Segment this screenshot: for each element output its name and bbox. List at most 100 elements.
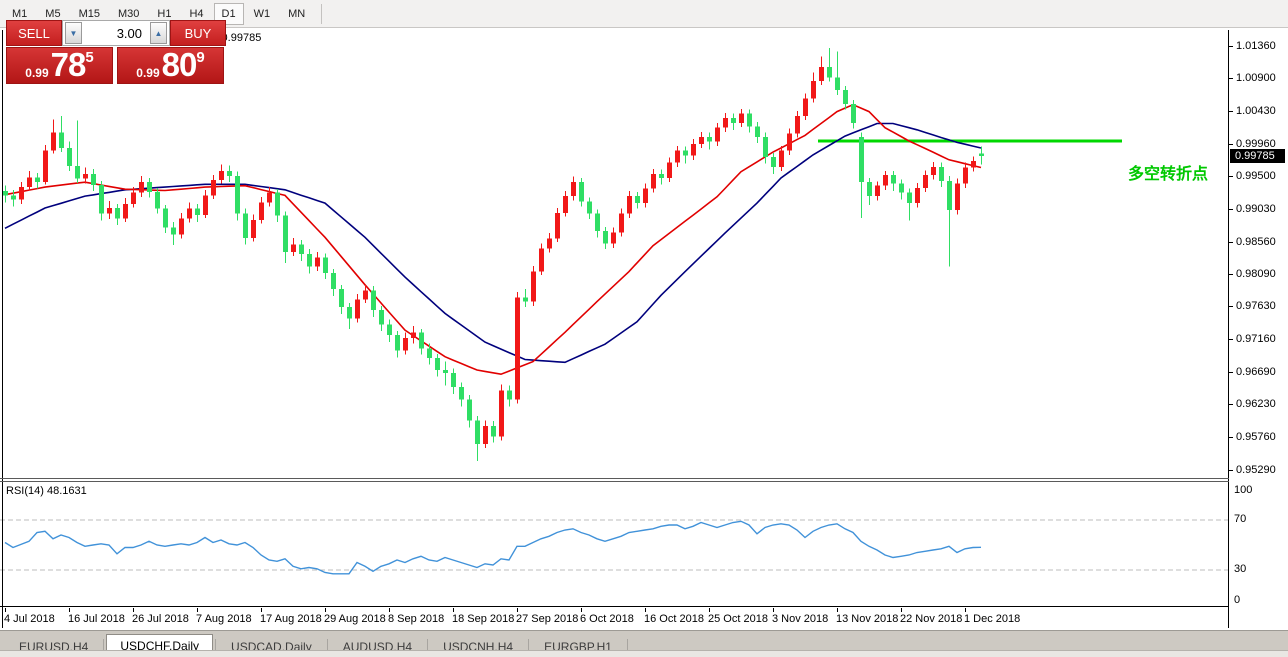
price-tick-label: 0.99030 [1236, 203, 1276, 215]
candle-bear [91, 173, 96, 185]
timeframe-m30[interactable]: M30 [117, 7, 140, 20]
rsi-axis-label: 0 [1234, 594, 1241, 606]
candle-bear [11, 195, 16, 200]
candle-bear [115, 208, 120, 219]
buy-quote[interactable]: 0.99 80 9 [117, 47, 224, 84]
date-axis[interactable]: 4 Jul 2018 16 Jul 2018 26 Jul 2018 7 Aug 20… [0, 608, 1229, 630]
rsi-canvas[interactable] [0, 482, 1229, 607]
support-hline[interactable] [818, 139, 1122, 143]
candle-bear [275, 192, 280, 216]
candle-bull [515, 297, 520, 400]
candle-bear [579, 182, 584, 202]
date-tick [645, 608, 646, 612]
candle-bull [715, 127, 720, 142]
price-tick [1229, 274, 1233, 275]
price-tick [1229, 144, 1233, 145]
price-tick-label: 0.98090 [1236, 268, 1276, 280]
one-click-trade-panel: SELL ▼ 3.00 ▲ BUY 0.99 78 5 0.99 80 9 [6, 20, 226, 84]
candle-bear [427, 348, 432, 359]
candle-bear [939, 166, 944, 181]
volume-decrease-icon[interactable]: ▼ [65, 22, 82, 44]
candle-bear [835, 77, 840, 90]
candle-bear [731, 117, 736, 123]
price-tick-label: 0.97160 [1236, 333, 1276, 345]
date-tick [69, 608, 70, 612]
candle-bull [963, 167, 968, 184]
date-tick-label: 4 Jul 2018 [4, 613, 55, 625]
buy-button[interactable]: BUY [170, 20, 226, 46]
candle-bull [499, 390, 504, 437]
rsi-axis-label: 100 [1234, 484, 1253, 496]
candle-bear [387, 324, 392, 336]
timeframe-d1-active[interactable]: D1 [213, 2, 244, 25]
price-axis[interactable]: 0.99785 1.01360 1.00900 1.00430 0.99960 0.99… [1229, 28, 1288, 628]
date-tick-label: 25 Oct 2018 [708, 613, 768, 625]
candle-bull [483, 425, 488, 445]
tab-separator [103, 639, 105, 653]
buy-price-big: 80 [161, 46, 198, 83]
candle-bear [867, 182, 872, 197]
volume-control: ▼ 3.00 ▲ [62, 20, 170, 46]
price-tick-label: 0.97630 [1236, 300, 1276, 312]
price-chart-area[interactable]: ▲USDCHF,Daily 0.99814 0.99893 0.99696 0.… [0, 28, 1229, 478]
timeframe-m5[interactable]: M5 [45, 7, 61, 20]
candle-bull [931, 166, 936, 176]
candle-bull [739, 113, 744, 123]
candle-bull [211, 180, 216, 196]
sell-quote[interactable]: 0.99 78 5 [6, 47, 113, 84]
price-tick [1229, 46, 1233, 47]
candle-bull [915, 187, 920, 204]
candle-bear [155, 191, 160, 209]
price-tick [1229, 111, 1233, 112]
date-tick-label: 16 Jul 2018 [68, 613, 125, 625]
date-tick [133, 608, 134, 612]
rsi-axis-label: 70 [1234, 513, 1247, 525]
candle-bear [859, 136, 864, 183]
candle-bear [827, 66, 832, 78]
candle-bull [187, 208, 192, 219]
buy-price-sup: 9 [196, 49, 205, 66]
candle-bear [947, 180, 952, 211]
candle-bull [675, 150, 680, 163]
candle-bear [763, 136, 768, 158]
candle-bull [403, 337, 408, 351]
candle-bull [531, 271, 536, 302]
timeframe-mn[interactable]: MN [288, 7, 306, 20]
candle-bull [27, 177, 32, 188]
candle-bear [99, 184, 104, 214]
timeframe-h4[interactable]: H4 [189, 7, 204, 20]
candle-bear [235, 175, 240, 214]
timeframe-w1[interactable]: W1 [253, 7, 271, 20]
candle-bull [795, 115, 800, 134]
candle-bear [331, 272, 336, 290]
candle-bear [475, 420, 480, 445]
candle-bull [43, 150, 48, 183]
candle-bull [723, 117, 728, 128]
date-tick-label: 13 Nov 2018 [836, 613, 899, 625]
price-tick-label: 0.95290 [1236, 464, 1276, 476]
candle-bear [467, 399, 472, 421]
price-tick [1229, 339, 1233, 340]
candle-bear [379, 309, 384, 325]
timeframe-m15[interactable]: M15 [78, 7, 100, 20]
candlestick-canvas[interactable] [0, 28, 1229, 478]
candle-bear [459, 386, 464, 400]
date-tick [517, 608, 518, 612]
pane-divider[interactable] [0, 478, 1229, 479]
candle-bear [659, 173, 664, 178]
candle-bear [195, 208, 200, 215]
candle-bull [131, 192, 136, 204]
date-tick-label: 22 Nov 2018 [900, 613, 963, 625]
candle-bear [75, 166, 80, 179]
candle-bear [451, 372, 456, 387]
candle-bear [507, 390, 512, 400]
timeframe-m1[interactable]: M1 [12, 7, 28, 20]
candle-bull [539, 248, 544, 272]
sell-button[interactable]: SELL [6, 20, 62, 46]
rsi-indicator-pane[interactable]: RSI(14) 48.1631 [0, 482, 1229, 607]
volume-input[interactable]: 3.00 [116, 25, 142, 41]
timeframe-h1[interactable]: H1 [157, 7, 172, 20]
candle-bear [891, 175, 896, 184]
candle-bull [315, 257, 320, 267]
volume-increase-icon[interactable]: ▲ [150, 22, 167, 44]
